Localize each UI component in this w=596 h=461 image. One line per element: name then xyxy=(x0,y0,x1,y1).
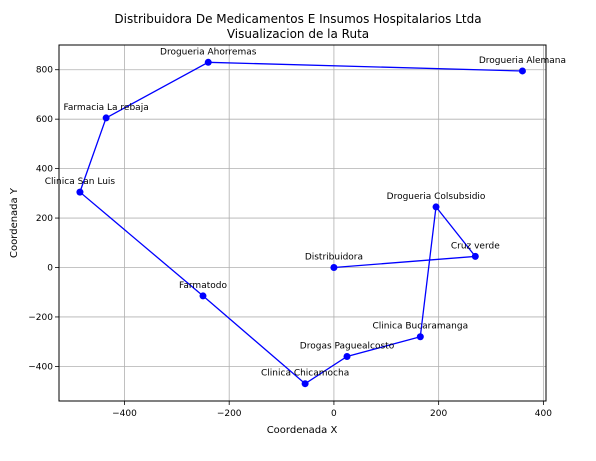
grid xyxy=(59,45,546,401)
chart-title: Distribuidora De Medicamentos E Insumos … xyxy=(114,12,481,26)
point-label: Cruz verde xyxy=(451,241,500,251)
x-tick-label: 0 xyxy=(331,409,337,419)
point-label: Drogueria Alemana xyxy=(479,56,566,66)
point-label: Distribuidora xyxy=(305,253,363,263)
route-points: Distribuidora Cruz verde Drogueria Colsubs… xyxy=(45,47,566,388)
route-point xyxy=(76,188,84,196)
route-point xyxy=(471,252,479,260)
route-point xyxy=(518,67,526,75)
plot-frame xyxy=(58,44,547,402)
point-label: Farmacia La rebaja xyxy=(64,103,149,113)
route-point xyxy=(204,58,212,66)
point-label: Clinica Chicamocha xyxy=(261,369,349,379)
y-tick-label: 600 xyxy=(36,115,53,125)
route-point xyxy=(416,333,424,341)
y-tick-label: −200 xyxy=(28,313,53,323)
route-point xyxy=(301,380,309,388)
y-tick-label: 0 xyxy=(47,264,53,274)
x-axis-label: Coordenada X xyxy=(267,425,338,436)
y-axis-label: Coordenada Y xyxy=(9,187,20,258)
y-tick-label: −400 xyxy=(28,362,53,372)
x-tick-label: 200 xyxy=(430,409,447,419)
route-point xyxy=(343,353,351,360)
chart-subtitle: Visualizacion de la Ruta xyxy=(227,27,369,41)
route-point xyxy=(199,292,207,300)
y-tick-label: 200 xyxy=(36,214,53,224)
point-label: Drogueria Colsubsidio xyxy=(387,192,486,202)
point-label: Drogueria Ahorremas xyxy=(160,47,257,57)
axis-ticks: −400 −200 0 200 400 −400 −200 0 200 400 600 800 xyxy=(28,66,552,419)
x-tick-label: −400 xyxy=(112,409,137,419)
x-tick-label: −200 xyxy=(217,409,242,419)
point-label: Clinica Bucaramanga xyxy=(373,322,469,332)
route-point xyxy=(102,114,110,122)
point-label: Farmatodo xyxy=(179,281,227,291)
x-tick-label: 400 xyxy=(535,409,552,419)
point-label: Drogas Paguealcosto xyxy=(300,342,395,352)
route-point xyxy=(432,203,440,211)
point-label: Clinica San Luis xyxy=(45,177,116,187)
y-tick-label: 400 xyxy=(36,165,53,175)
y-tick-label: 800 xyxy=(36,66,53,76)
route-point xyxy=(330,264,338,271)
